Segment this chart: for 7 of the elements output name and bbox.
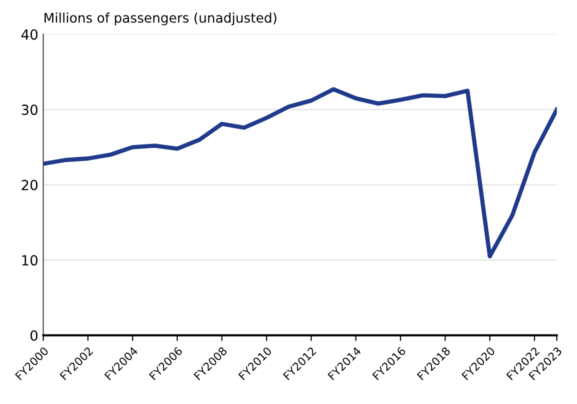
line-series	[43, 87, 557, 258]
y-tick-label: 20	[22, 180, 38, 190]
y-tick-label: 0	[30, 330, 38, 341]
y-axis-title: Millions of passengers (unadjusted)	[44, 12, 276, 26]
y-tick-label: 30	[22, 104, 38, 116]
y-tick-label: 40	[21, 29, 38, 40]
y-tick-label: 10	[22, 255, 38, 266]
